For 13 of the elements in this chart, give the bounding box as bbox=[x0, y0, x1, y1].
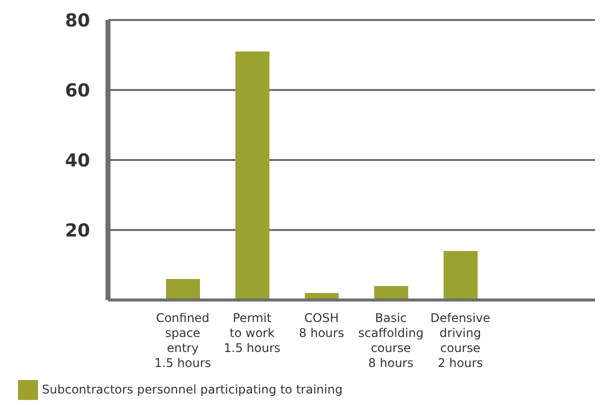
bar bbox=[444, 251, 478, 300]
x-tick-label: Confined space entry 1.5 hours bbox=[154, 311, 212, 370]
y-tick-label: 40 bbox=[64, 150, 90, 172]
y-tick-label: 60 bbox=[64, 80, 90, 102]
x-tick-label: Defensive driving course 2 hours bbox=[430, 311, 490, 370]
y-tick-label: 20 bbox=[64, 220, 90, 242]
x-tick-label: COSH 8 hours bbox=[298, 311, 344, 340]
legend-label: Subcontractors personnel participating to training bbox=[42, 382, 343, 396]
bar bbox=[166, 279, 200, 300]
bar bbox=[235, 52, 270, 300]
x-tick-label: Permit to work 1.5 hours bbox=[224, 311, 280, 355]
x-tick-label: Basic scaffolding course 8 hours bbox=[358, 311, 424, 370]
y-tick-label: 80 bbox=[64, 10, 90, 32]
